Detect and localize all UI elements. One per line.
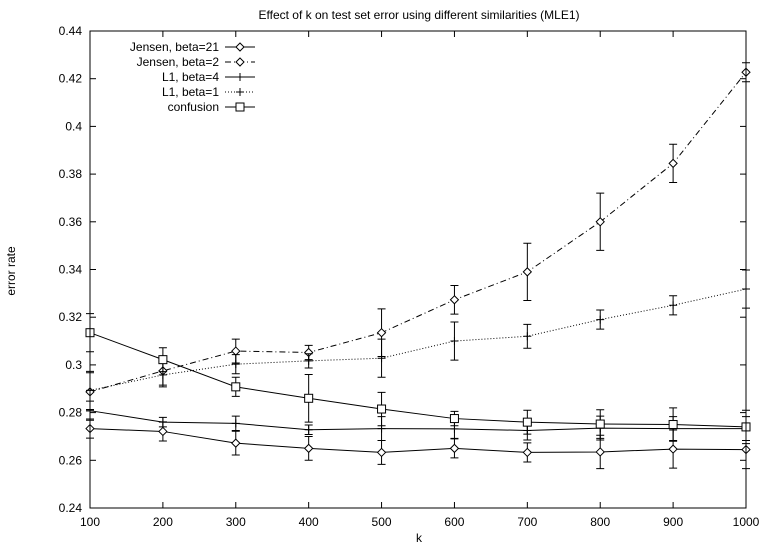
x-tick-label: 800 <box>590 515 610 529</box>
x-tick-label: 200 <box>153 515 173 529</box>
legend-label: L1, beta=1 <box>162 85 219 99</box>
x-axis-title: k <box>416 531 423 544</box>
x-tick-label: 300 <box>226 515 246 529</box>
legend-item: Jensen, beta=21 <box>130 40 255 54</box>
data-point <box>449 295 460 305</box>
data-point <box>377 354 386 363</box>
data-point <box>158 370 167 379</box>
data-point <box>231 346 241 356</box>
data-point <box>304 425 313 434</box>
data-point <box>158 355 168 365</box>
x-tick-label: 900 <box>663 515 683 529</box>
data-point <box>376 447 387 458</box>
data-point <box>304 356 313 365</box>
legend-marker <box>236 88 244 96</box>
y-axis-title: error rate <box>4 246 18 296</box>
data-point <box>158 426 168 437</box>
data-point <box>596 315 605 324</box>
series-line <box>89 428 747 453</box>
data-point <box>668 158 678 169</box>
series-line <box>89 410 746 431</box>
y-tick-label: 0.26 <box>59 453 83 467</box>
chart-title: Effect of k on test set error using diff… <box>258 8 579 22</box>
data-point <box>522 267 533 277</box>
legend-label: L1, beta=4 <box>162 70 219 84</box>
data-point <box>304 393 314 403</box>
legend-marker <box>235 42 245 52</box>
x-tick-label: 600 <box>444 515 464 529</box>
legend-label: Jensen, beta=2 <box>137 55 220 69</box>
legend-item: L1, beta=1 <box>162 85 255 99</box>
legend-marker <box>235 57 245 67</box>
data-point <box>522 447 533 458</box>
data-point <box>668 420 678 430</box>
legend-label: confusion <box>168 100 219 114</box>
data-point <box>158 418 167 427</box>
data-point <box>376 327 387 338</box>
data-point <box>523 332 532 341</box>
data-point <box>449 414 459 424</box>
plot-frame <box>89 30 747 509</box>
series-2 <box>85 62 751 412</box>
legend-label: Jensen, beta=21 <box>130 40 219 54</box>
data-point <box>595 447 605 457</box>
legend-marker <box>236 73 244 81</box>
plot-area: 100 200 300 400 500 600 700 800 900 1000 0.24 0.26 0… <box>59 24 760 529</box>
x-tick-label: 700 <box>517 515 537 529</box>
y-tick-label: 0.36 <box>59 215 83 229</box>
data-point <box>231 419 240 428</box>
data-point <box>450 337 459 346</box>
data-point <box>449 443 460 454</box>
x-tick-label: 500 <box>372 515 392 529</box>
y-tick-label: 0.4 <box>65 119 82 133</box>
series-line <box>89 288 747 391</box>
legend-marker <box>235 102 245 112</box>
x-tick-label: 400 <box>299 515 319 529</box>
data-point <box>231 382 241 392</box>
x-tick-label: 1000 <box>733 515 760 529</box>
y-tick-label: 0.34 <box>59 263 83 277</box>
y-tick-label: 0.24 <box>59 501 83 515</box>
y-tick-label: 0.3 <box>65 358 82 372</box>
data-point <box>669 301 678 310</box>
y-tick-label: 0.38 <box>59 167 83 181</box>
data-point <box>377 404 387 414</box>
series-line <box>89 332 747 428</box>
x-tick-label: 100 <box>80 515 100 529</box>
data-point <box>231 438 241 448</box>
y-tick-label: 0.32 <box>59 310 83 324</box>
series-1 <box>85 418 751 470</box>
series-line <box>89 71 747 393</box>
data-point <box>595 217 605 227</box>
data-point <box>231 360 240 369</box>
y-tick-label: 0.28 <box>59 406 83 420</box>
data-point <box>595 419 605 429</box>
y-tick-label: 0.42 <box>59 72 83 86</box>
legend-item: Jensen, beta=2 <box>137 55 255 69</box>
legend-item: confusion <box>168 100 255 114</box>
legend-item: L1, beta=4 <box>162 70 255 84</box>
series-5 <box>85 313 751 445</box>
data-point <box>668 444 678 454</box>
series-4 <box>86 269 750 410</box>
y-tick-label: 0.44 <box>59 24 83 38</box>
data-point <box>303 443 314 454</box>
data-point <box>522 417 532 427</box>
